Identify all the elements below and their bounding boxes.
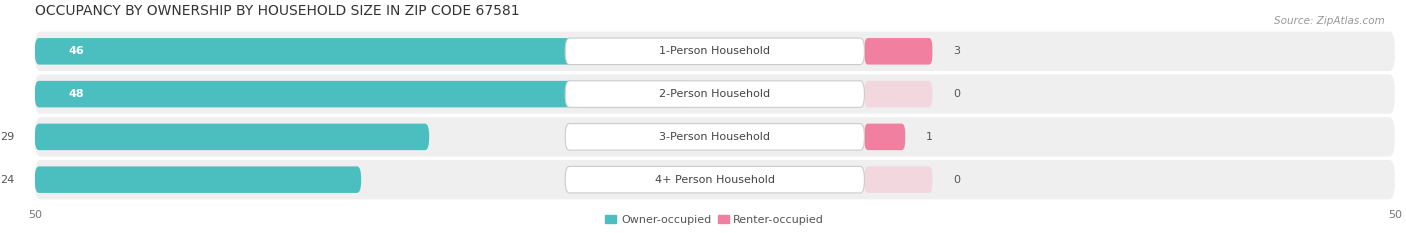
Text: 1: 1: [925, 132, 932, 142]
Text: 0: 0: [953, 175, 960, 185]
FancyBboxPatch shape: [35, 124, 429, 150]
Legend: Owner-occupied, Renter-occupied: Owner-occupied, Renter-occupied: [600, 211, 828, 230]
Text: 0: 0: [953, 89, 960, 99]
Text: 29: 29: [0, 132, 14, 142]
Text: Source: ZipAtlas.com: Source: ZipAtlas.com: [1274, 16, 1385, 26]
FancyBboxPatch shape: [865, 124, 905, 150]
FancyBboxPatch shape: [35, 160, 1395, 199]
FancyBboxPatch shape: [565, 166, 865, 193]
Text: 48: 48: [69, 89, 84, 99]
Text: OCCUPANCY BY OWNERSHIP BY HOUSEHOLD SIZE IN ZIP CODE 67581: OCCUPANCY BY OWNERSHIP BY HOUSEHOLD SIZE…: [35, 4, 519, 18]
FancyBboxPatch shape: [35, 38, 661, 65]
Text: 1-Person Household: 1-Person Household: [659, 46, 770, 56]
FancyBboxPatch shape: [865, 38, 932, 65]
Text: 2-Person Household: 2-Person Household: [659, 89, 770, 99]
FancyBboxPatch shape: [865, 166, 932, 193]
Text: 4+ Person Household: 4+ Person Household: [655, 175, 775, 185]
FancyBboxPatch shape: [35, 81, 688, 107]
Text: 46: 46: [69, 46, 84, 56]
FancyBboxPatch shape: [565, 124, 865, 150]
Text: 3: 3: [953, 46, 960, 56]
FancyBboxPatch shape: [565, 81, 865, 107]
FancyBboxPatch shape: [865, 81, 932, 107]
FancyBboxPatch shape: [35, 32, 1395, 71]
FancyBboxPatch shape: [565, 38, 865, 65]
Text: 24: 24: [0, 175, 14, 185]
Text: 3-Person Household: 3-Person Household: [659, 132, 770, 142]
FancyBboxPatch shape: [35, 166, 361, 193]
FancyBboxPatch shape: [35, 74, 1395, 114]
FancyBboxPatch shape: [35, 117, 1395, 157]
